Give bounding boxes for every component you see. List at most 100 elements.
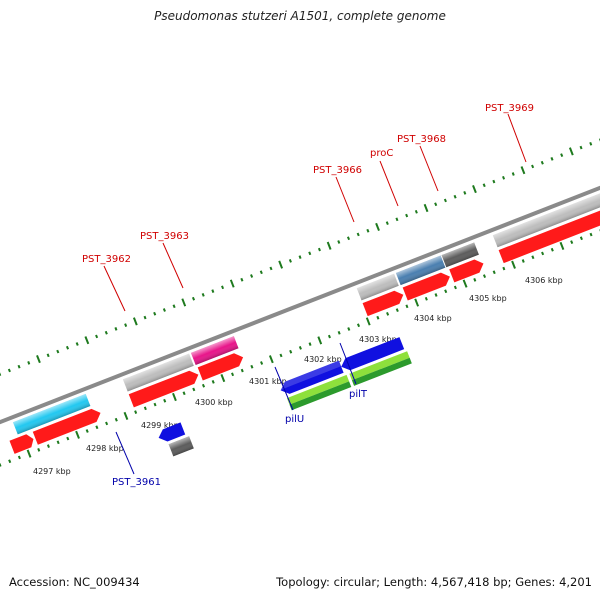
reverse-tick xyxy=(56,440,60,445)
cds-proc[interactable] xyxy=(402,270,453,301)
forward-tick xyxy=(288,259,292,263)
reverse-tick xyxy=(492,270,496,275)
label-pst3961[interactable]: PST_3961 xyxy=(112,477,161,488)
forward-tick xyxy=(250,274,254,278)
cds-pst3962[interactable] xyxy=(128,368,201,408)
forward-tick xyxy=(172,304,176,309)
forward-tick xyxy=(162,308,166,312)
reverse-tick xyxy=(395,308,399,312)
forward-tick xyxy=(463,191,467,195)
forward-tick xyxy=(366,228,370,233)
reverse-tick xyxy=(376,315,380,320)
ruler-label-4302: 4302 kbp xyxy=(304,355,342,364)
reverse-tick xyxy=(134,410,138,414)
reverse-tick xyxy=(347,327,351,331)
page-title: Pseudomonas stutzeri A1501, complete gen… xyxy=(154,9,446,23)
cds-pst3963[interactable] xyxy=(197,351,246,381)
gene-pst3966-shade xyxy=(356,273,399,301)
forward-genes xyxy=(9,191,600,454)
reverse-tick xyxy=(434,293,438,297)
reverse-tick xyxy=(26,449,32,458)
ruler-label-4303: 4303 kbp xyxy=(359,335,397,344)
label-pst3963[interactable]: PST_3963 xyxy=(140,231,189,242)
label-pst3966[interactable]: PST_3966 xyxy=(313,165,362,176)
cds-pilu[interactable] xyxy=(278,360,344,397)
reverse-tick xyxy=(153,402,157,407)
reverse-tick xyxy=(579,236,583,241)
ruler-label-4305: 4305 kbp xyxy=(469,294,507,303)
forward-tick xyxy=(269,266,273,271)
forward-tick xyxy=(434,202,438,207)
cds-left-1[interactable] xyxy=(32,406,103,445)
reverse-tick xyxy=(8,459,12,464)
forward-tick xyxy=(84,336,90,345)
gene-pst3969-shade xyxy=(492,191,600,248)
reverse-tick xyxy=(414,298,420,307)
forward-tick xyxy=(560,153,564,157)
leader-pst3969 xyxy=(507,113,527,163)
reverse-tick xyxy=(211,380,215,384)
reverse-tick xyxy=(570,240,574,244)
label-pst3968[interactable]: PST_3968 xyxy=(397,134,446,145)
forward-tick xyxy=(326,241,332,250)
forward-tick xyxy=(278,260,284,269)
cds-pst3969[interactable] xyxy=(498,207,600,264)
reverse-tick xyxy=(444,289,448,294)
gene-pilu-upper[interactable] xyxy=(286,374,350,405)
cds-pst3961[interactable] xyxy=(156,422,186,444)
forward-tick xyxy=(568,147,574,156)
forward-tick xyxy=(132,317,138,326)
forward-tick xyxy=(95,334,99,339)
gene-pilt-lower[interactable] xyxy=(351,357,412,386)
label-pilu[interactable]: pilU xyxy=(285,414,304,425)
reverse-tick xyxy=(365,317,371,326)
reverse-tick xyxy=(559,241,565,250)
reverse-tick xyxy=(260,361,264,365)
gene-pst3962-shade xyxy=(122,353,194,392)
forward-tick xyxy=(482,183,486,188)
forward-tick xyxy=(181,298,187,307)
reverse-tick xyxy=(541,251,545,256)
ruler-label-4306: 4306 kbp xyxy=(525,276,563,285)
reverse-tick xyxy=(482,274,487,278)
forward-tick xyxy=(240,277,244,282)
forward-tick xyxy=(191,296,196,301)
reverse-tick xyxy=(95,425,99,430)
reverse-tick xyxy=(37,448,41,452)
forward-tick xyxy=(153,311,157,316)
reverse-tick xyxy=(163,398,167,403)
forward-tick xyxy=(7,368,11,373)
forward-tick xyxy=(56,349,60,354)
reverse-tick xyxy=(453,285,457,290)
reverse-tick xyxy=(66,436,70,441)
leader-pst3968 xyxy=(419,145,439,192)
label-proc[interactable]: proC xyxy=(370,148,393,159)
label-pst3969[interactable]: PST_3969 xyxy=(485,103,534,114)
cds-left-0[interactable] xyxy=(9,432,36,454)
forward-tick xyxy=(511,172,515,176)
gene-pilt-upper[interactable] xyxy=(349,351,410,381)
label-pilt[interactable]: pilT xyxy=(349,389,368,400)
gene-pilu-lower[interactable] xyxy=(289,381,352,411)
reverse-genes xyxy=(156,337,412,457)
cds-pst3966[interactable] xyxy=(362,288,406,317)
gene-pst3968-shade xyxy=(441,242,479,268)
gene-cyan-shade xyxy=(12,393,91,435)
forward-tick xyxy=(337,240,341,244)
cds-pst3968[interactable] xyxy=(449,257,486,283)
leader-pilu xyxy=(274,366,294,411)
reverse-tick xyxy=(589,232,593,237)
reverse-tick xyxy=(182,391,186,396)
ruler-label-4304: 4304 kbp xyxy=(414,314,452,323)
reverse-tick xyxy=(531,255,535,260)
forward-tick xyxy=(211,289,215,293)
label-pst3962[interactable]: PST_3962 xyxy=(82,254,131,265)
cds-pilt[interactable] xyxy=(339,337,405,373)
forward-tick xyxy=(520,166,526,175)
forward-tick xyxy=(423,203,429,213)
gene-pst3963-shade xyxy=(190,336,239,365)
forward-tick xyxy=(36,355,41,364)
forward-tick xyxy=(317,247,321,252)
leader-proc xyxy=(379,160,399,207)
